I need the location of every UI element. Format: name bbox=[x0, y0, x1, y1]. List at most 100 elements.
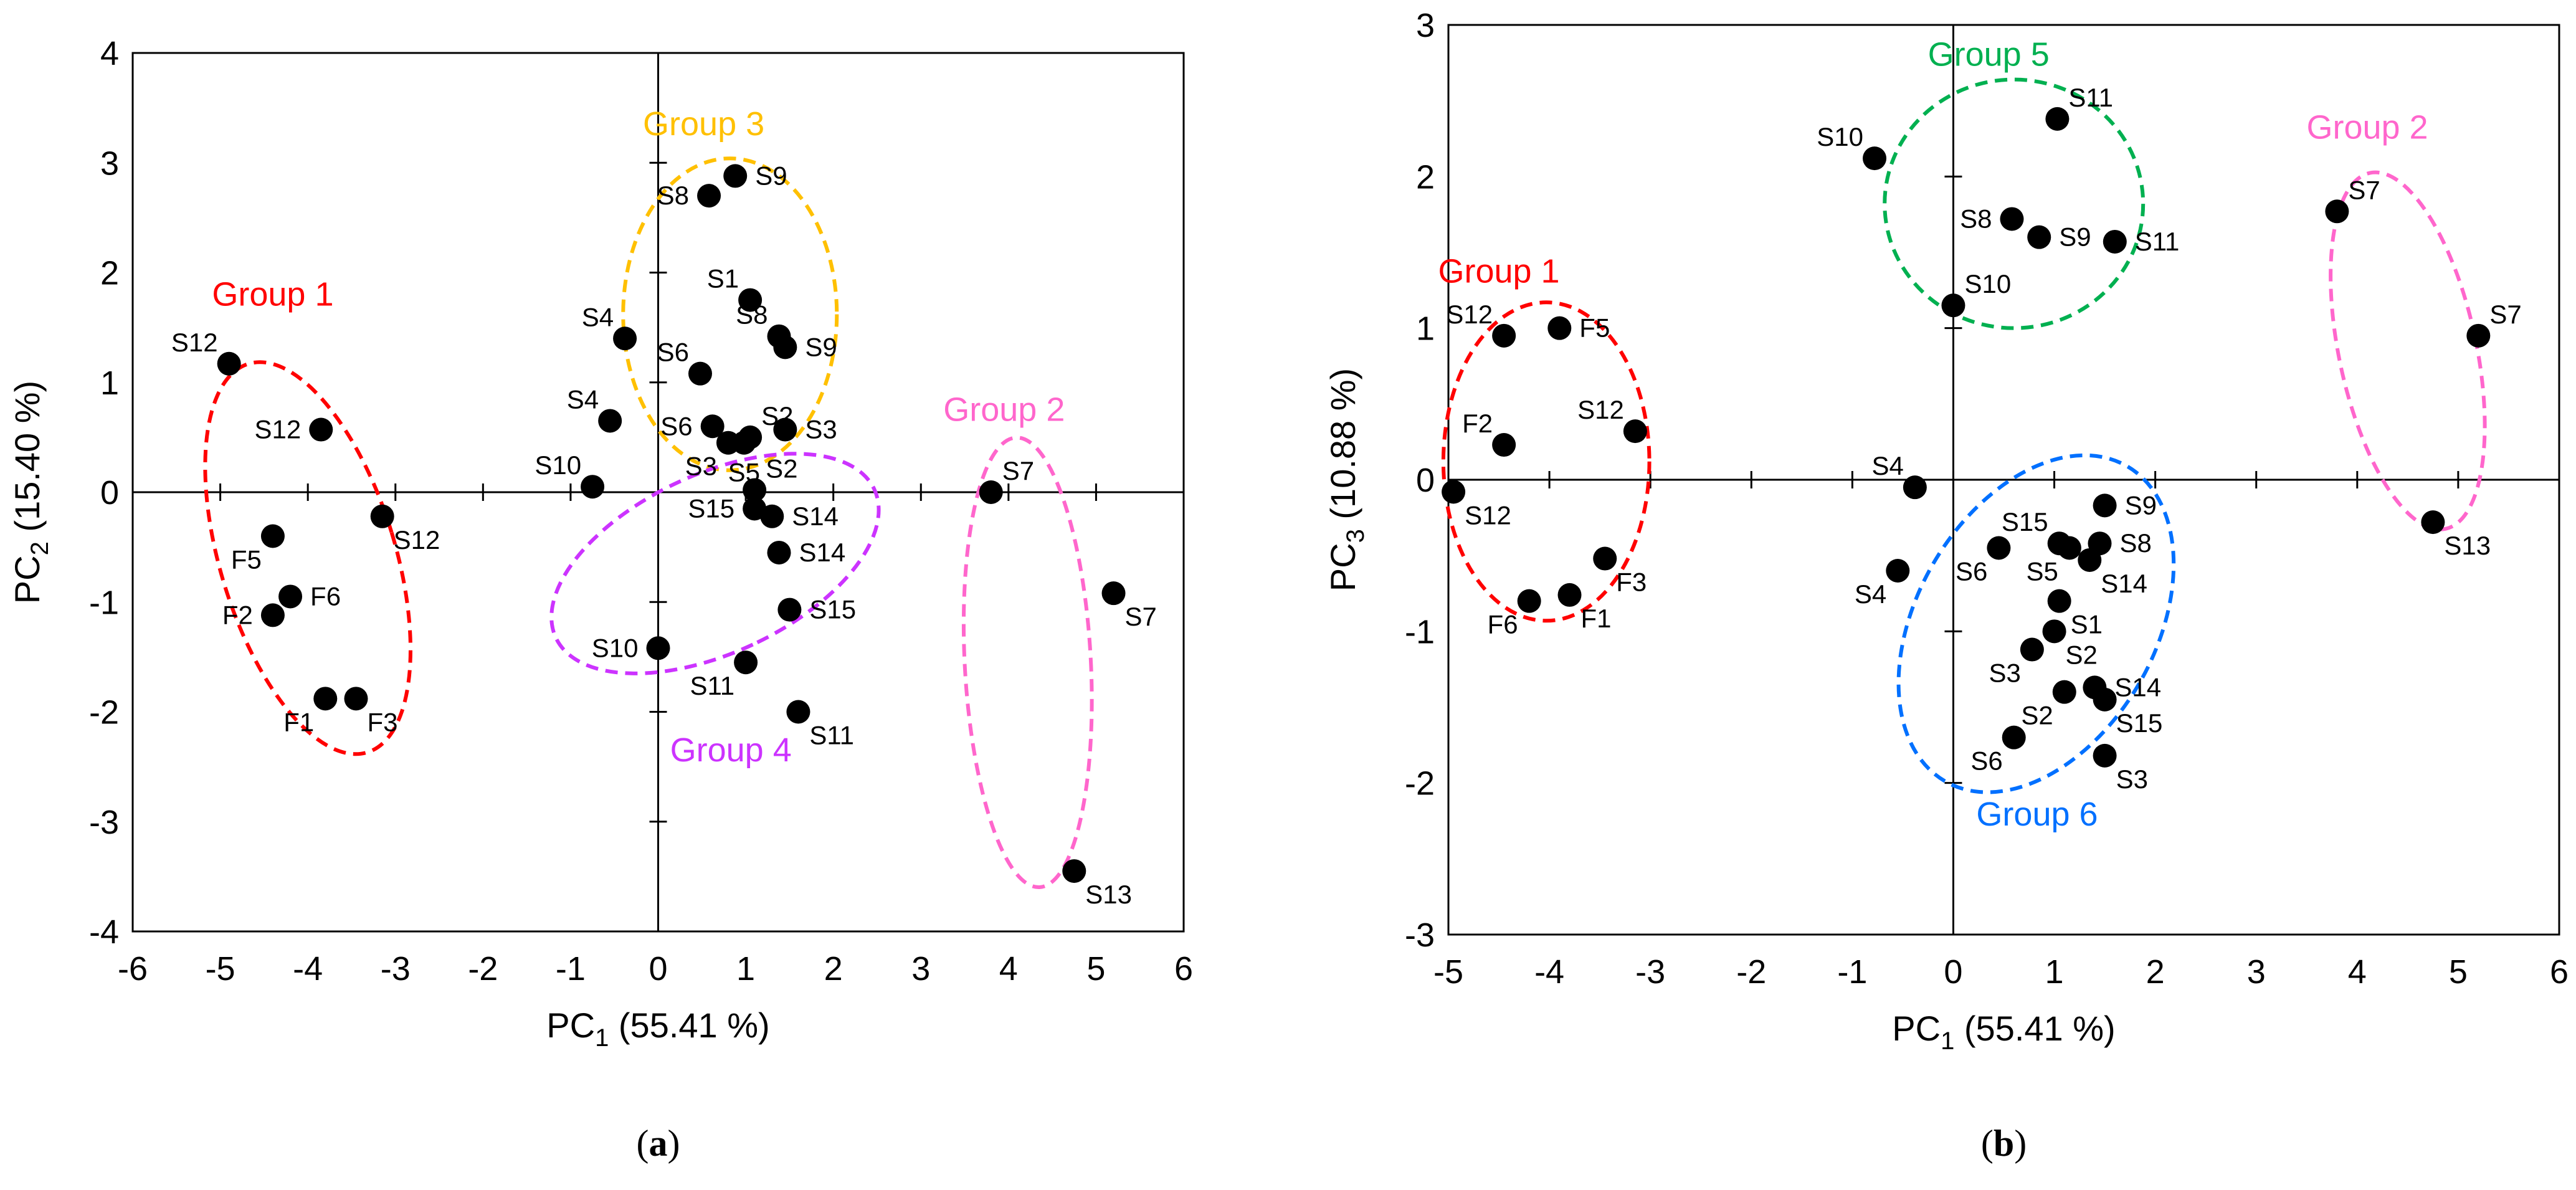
point-label: S15 bbox=[809, 595, 856, 624]
point-label: S8 bbox=[736, 300, 768, 330]
point-label: F6 bbox=[310, 581, 341, 611]
point-label: S5 bbox=[2026, 557, 2058, 586]
x-tick-label: -5 bbox=[1433, 953, 1463, 991]
data-point bbox=[2325, 199, 2349, 224]
y-axis-title: PC3 (10.88 %) bbox=[1323, 368, 1369, 591]
group-ellipse bbox=[203, 360, 412, 756]
point-label: S3 bbox=[1989, 659, 2021, 688]
panel-caption-open: ( bbox=[1981, 1123, 1994, 1164]
y-tick-label: 1 bbox=[100, 364, 119, 402]
x-tick-label: 2 bbox=[824, 950, 843, 988]
group-label: Group 4 bbox=[670, 731, 792, 769]
point-label: S10 bbox=[592, 633, 639, 662]
x-tick-label: -2 bbox=[1736, 953, 1766, 991]
point-label: S10 bbox=[535, 450, 581, 480]
group-label: Group 2 bbox=[2306, 109, 2428, 146]
point-label: S2 bbox=[2066, 640, 2098, 669]
point-label: S12 bbox=[394, 525, 440, 555]
x-tick-label: 1 bbox=[2045, 953, 2064, 991]
data-point bbox=[1863, 146, 1887, 171]
y-tick-label: 3 bbox=[1416, 7, 1435, 44]
data-point bbox=[2103, 229, 2127, 254]
data-point bbox=[2093, 743, 2117, 768]
data-point bbox=[1903, 475, 1927, 500]
x-tick-label: -4 bbox=[1534, 953, 1564, 991]
x-tick-label: 2 bbox=[2146, 953, 2165, 991]
x-tick-label: 1 bbox=[736, 950, 755, 988]
y-tick-label: -4 bbox=[89, 913, 119, 951]
x-tick-label: -2 bbox=[468, 950, 498, 988]
data-point bbox=[581, 475, 605, 499]
data-point bbox=[773, 335, 797, 359]
x-axis-title-main: PC bbox=[1892, 1009, 1941, 1048]
data-point bbox=[979, 480, 1003, 504]
data-point bbox=[723, 164, 748, 188]
data-point bbox=[1547, 316, 1572, 340]
y-axis-title: PC2 (15.40 %) bbox=[7, 381, 54, 604]
data-point bbox=[1886, 559, 1910, 583]
data-point bbox=[598, 409, 622, 433]
point-label: S9 bbox=[2059, 222, 2091, 252]
data-point bbox=[2093, 493, 2117, 518]
y-axis-title-rest: (15.40 %) bbox=[7, 381, 47, 541]
point-label: S8 bbox=[1960, 204, 1992, 233]
y-tick-label: -1 bbox=[1405, 613, 1435, 650]
point-label: S11 bbox=[2135, 227, 2180, 256]
x-tick-label: 6 bbox=[1174, 950, 1193, 988]
point-label: S4 bbox=[1855, 579, 1886, 609]
point-label: S11 bbox=[690, 671, 734, 700]
group-ellipse bbox=[621, 156, 839, 472]
data-point bbox=[1623, 419, 1647, 444]
data-point bbox=[1517, 589, 1541, 613]
data-point bbox=[344, 687, 368, 711]
point-label: S15 bbox=[2116, 708, 2163, 738]
x-tick-label: -3 bbox=[381, 950, 411, 988]
point-label: S3 bbox=[685, 452, 717, 481]
data-point bbox=[2078, 548, 2102, 572]
data-point bbox=[313, 687, 338, 711]
data-point bbox=[700, 414, 725, 439]
point-label: S9 bbox=[2125, 490, 2157, 520]
point-label: F5 bbox=[1579, 313, 1610, 343]
y-tick-label: 3 bbox=[100, 145, 119, 182]
point-label: S12 bbox=[1465, 500, 1511, 530]
x-tick-label: 3 bbox=[2247, 953, 2266, 991]
data-point bbox=[2093, 687, 2117, 712]
point-label: S8 bbox=[2119, 528, 2151, 558]
y-axis-title-sub: 3 bbox=[1342, 529, 1369, 543]
x-tick-label: 6 bbox=[2550, 953, 2569, 991]
y-axis-title-sub: 2 bbox=[26, 541, 54, 555]
group-ellipse bbox=[1441, 300, 1652, 623]
x-tick-label: 3 bbox=[911, 950, 930, 988]
x-axis-title-sub: 1 bbox=[1941, 1027, 1954, 1055]
data-point bbox=[767, 540, 791, 564]
x-tick-label: 0 bbox=[649, 950, 667, 988]
point-label: S10 bbox=[1817, 122, 1863, 151]
point-label: F1 bbox=[1581, 604, 1612, 633]
y-axis-title-main: PC bbox=[1323, 543, 1362, 591]
point-label: S7 bbox=[2348, 175, 2380, 204]
point-label: S14 bbox=[2114, 672, 2161, 702]
point-label: S10 bbox=[1964, 269, 2011, 298]
x-axis-title: PC1 (55.41 %) bbox=[546, 1006, 769, 1052]
point-label: S14 bbox=[2101, 569, 2147, 598]
data-point bbox=[260, 524, 285, 548]
y-axis-title-main: PC bbox=[7, 555, 47, 604]
point-label: S7 bbox=[1002, 456, 1034, 485]
data-point bbox=[2042, 619, 2066, 644]
data-point bbox=[1442, 480, 1466, 504]
x-tick-label: -3 bbox=[1635, 953, 1665, 991]
panel-caption-close: ) bbox=[2014, 1123, 2027, 1164]
data-point bbox=[786, 700, 810, 724]
group-ellipse bbox=[961, 436, 1094, 890]
point-label: F6 bbox=[1488, 610, 1518, 639]
y-tick-label: 2 bbox=[1416, 158, 1435, 196]
point-label: S6 bbox=[1956, 557, 1987, 586]
point-label: S1 bbox=[707, 264, 739, 293]
point-label: S6 bbox=[1970, 746, 2002, 776]
data-point bbox=[1492, 433, 1516, 457]
point-label: S3 bbox=[2116, 764, 2148, 794]
data-point bbox=[738, 288, 763, 312]
